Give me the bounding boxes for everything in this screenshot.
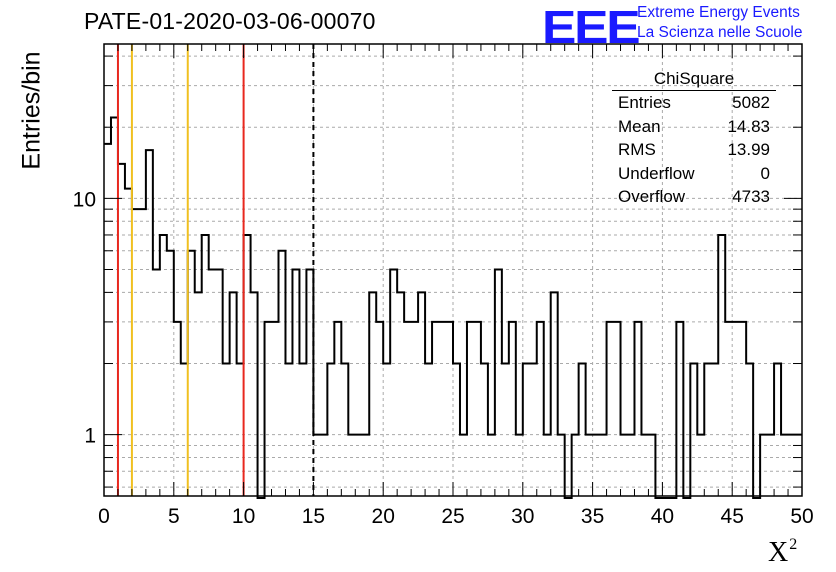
x-tick-label: 15 (302, 505, 325, 528)
stats-row-overflow: Overflow 4733 (612, 185, 776, 209)
x-tick-label: 20 (372, 505, 395, 528)
x-axis-label-superscript: 2 (789, 536, 798, 553)
stats-value: 5082 (732, 93, 770, 112)
stats-label: Entries (618, 93, 671, 112)
stats-value: 0 (760, 163, 770, 183)
stats-row-mean: Mean 14.83 (612, 115, 776, 139)
stats-label: RMS (618, 140, 656, 159)
x-tick-label: 50 (790, 505, 813, 528)
stats-box: ChiSquare Entries 5082 Mean 14.83 RMS 13.99 Un… (612, 68, 776, 209)
stats-label: Mean (618, 116, 661, 136)
stats-rows: Entries 5082 Mean 14.83 RMS 13.99 Underflow 0 Ov… (612, 91, 776, 209)
logo-line-1: Extreme Energy Events (637, 4, 800, 21)
x-tick-label: 0 (98, 505, 110, 528)
stats-row-underflow: Underflow 0 (612, 162, 776, 186)
stats-row-entries: Entries 5082 (612, 91, 776, 115)
stats-row-rms: RMS 13.99 (612, 138, 776, 162)
eee-logo: EEE Extreme Energy Events La Scienza nel… (542, 1, 832, 53)
x-tick-label: 45 (721, 505, 744, 528)
x-tick-label: 30 (511, 505, 534, 528)
y-tick-label: 10 (73, 188, 96, 211)
logo-line-2: La Scienza nelle Scuole (637, 24, 803, 41)
chart-title: PATE-01-2020-03-06-00070 (84, 8, 376, 34)
x-axis-label-base: X (768, 537, 789, 568)
stats-value: 13.99 (727, 140, 770, 159)
stats-label: Underflow (618, 163, 695, 183)
x-tick-label: 25 (441, 505, 464, 528)
x-tick-label: 35 (581, 505, 604, 528)
y-tick-label: 1 (84, 425, 96, 448)
stats-title: ChiSquare (612, 68, 776, 91)
x-axis-label: X2 (768, 536, 797, 569)
x-tick-label: 10 (232, 505, 255, 528)
histogram-series (104, 116, 802, 499)
x-tick-label: 40 (651, 505, 674, 528)
stats-label: Overflow (618, 187, 686, 206)
x-tick-label: 5 (168, 505, 180, 528)
stats-value: 4733 (732, 187, 770, 206)
stats-value: 14.83 (727, 116, 770, 136)
